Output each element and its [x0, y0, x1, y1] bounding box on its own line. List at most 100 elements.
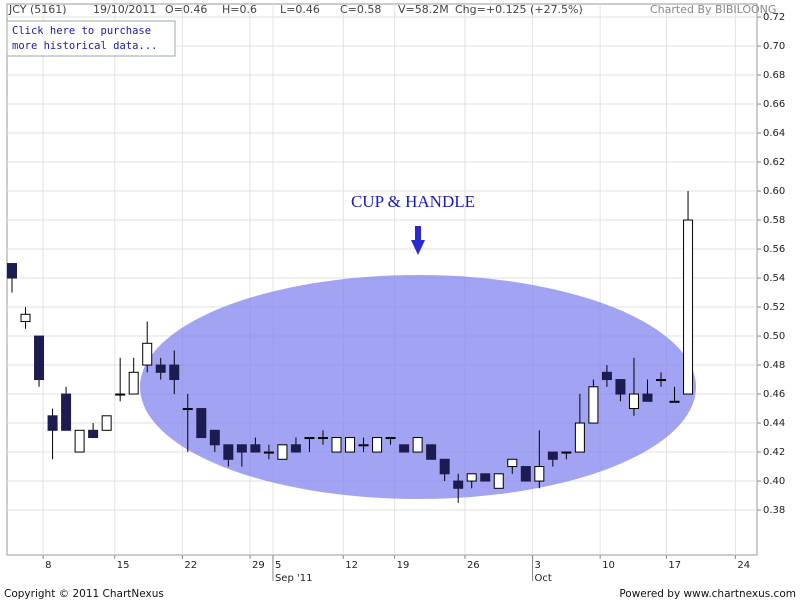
candle-body — [209, 429, 220, 446]
month-label: Oct — [535, 573, 552, 584]
x-tick-label: 19 — [397, 560, 410, 571]
x-tick-label: 3 — [535, 560, 541, 571]
symbol: JCY (5161) — [8, 3, 67, 16]
month-label: Sep '11 — [275, 573, 313, 584]
candle-body — [128, 371, 139, 395]
close: C=0.58 — [340, 3, 381, 16]
candle-body — [466, 473, 477, 482]
candle-body — [561, 451, 572, 454]
candle-body — [615, 379, 626, 395]
candle-body — [20, 313, 31, 323]
x-tick-label: 26 — [467, 560, 480, 571]
volume: V=58.2M — [398, 3, 449, 16]
candle-body — [74, 429, 85, 453]
candle-body — [439, 458, 450, 475]
candle-body — [142, 342, 153, 366]
candle-body — [290, 444, 301, 453]
y-tick-label: 0.60 — [763, 186, 785, 197]
y-tick-label: 0.68 — [763, 70, 785, 81]
x-tick-label: 29 — [252, 560, 265, 571]
candle-body — [196, 408, 207, 439]
y-tick-label: 0.56 — [763, 244, 785, 255]
candle-body — [155, 364, 166, 373]
candle-body — [331, 437, 342, 453]
candle-body — [317, 437, 328, 440]
footer-left: Copyright © 2011 ChartNexus — [4, 588, 164, 600]
x-tick-label: 12 — [345, 560, 358, 571]
candle-body — [547, 451, 558, 460]
candle-body — [588, 386, 599, 424]
annotation: CUP & HANDLE — [351, 192, 475, 211]
candle-body — [493, 473, 504, 489]
candle-body — [520, 466, 531, 482]
y-tick-label: 0.70 — [763, 41, 785, 52]
y-tick-label: 0.66 — [763, 99, 785, 110]
candle-body — [115, 393, 126, 396]
candle-body — [601, 371, 612, 381]
x-tick-label: 10 — [602, 560, 615, 571]
candle-body — [88, 429, 99, 439]
candle-body — [169, 364, 180, 381]
candle-body — [656, 379, 667, 382]
candle-body — [182, 408, 193, 411]
y-tick-label: 0.62 — [763, 157, 785, 168]
candle-body — [534, 466, 545, 482]
y-tick-label: 0.64 — [763, 128, 785, 139]
y-tick-label: 0.46 — [763, 389, 785, 400]
candle-body — [507, 458, 518, 468]
x-tick-label: 24 — [737, 560, 750, 571]
y-tick-label: 0.48 — [763, 360, 785, 371]
candle-body — [304, 437, 315, 440]
candle-body — [7, 263, 18, 279]
y-tick-label: 0.40 — [763, 476, 785, 487]
candles — [7, 191, 694, 503]
candle-body — [61, 393, 72, 431]
link-text[interactable]: Click here to purchase — [12, 25, 151, 37]
y-tick-label: 0.54 — [763, 273, 785, 284]
candle-body — [236, 444, 247, 453]
purchase-link[interactable]: Click here to purchase more historical d… — [6, 20, 176, 57]
arrow — [411, 226, 425, 255]
candle-body — [372, 437, 383, 453]
y-tick-label: 0.52 — [763, 302, 785, 313]
x-tick-label: 15 — [117, 560, 130, 571]
cup-ellipse — [140, 275, 696, 499]
candle-body — [223, 444, 234, 460]
candle-body — [385, 437, 396, 440]
candle-body — [412, 437, 423, 453]
candle-body — [453, 480, 464, 489]
candle-body — [101, 415, 112, 431]
high: H=0.6 — [222, 3, 257, 16]
open: O=0.46 — [165, 3, 207, 16]
credit: Charted By BIBILOONG — [650, 3, 776, 16]
x-tick-label: 17 — [668, 560, 681, 571]
candle-body — [426, 444, 437, 460]
candle-body — [250, 444, 261, 453]
candle-body — [277, 444, 288, 460]
link-text[interactable]: more historical data... — [12, 40, 157, 52]
x-tick-label: 22 — [184, 560, 197, 571]
candle-body — [628, 393, 639, 410]
x-tick-label: 8 — [45, 560, 51, 571]
y-tick-label: 0.72 — [763, 12, 785, 23]
candle-body — [669, 400, 680, 403]
candle-body — [642, 393, 653, 402]
link-box[interactable] — [6, 20, 176, 57]
y-tick-label: 0.42 — [763, 447, 785, 458]
date: 19/10/2011 — [93, 3, 156, 16]
candle-body — [34, 335, 45, 381]
candle-body — [574, 422, 585, 453]
candle-body — [263, 451, 274, 454]
candle-body — [345, 437, 356, 453]
y-tick-label: 0.58 — [763, 215, 785, 226]
candle-body — [47, 415, 58, 431]
y-tick-label: 0.38 — [763, 505, 785, 516]
y-tick-label: 0.44 — [763, 418, 785, 429]
low: L=0.46 — [280, 3, 320, 16]
change: Chg=+0.125 (+27.5%) — [455, 3, 583, 16]
candle-body — [683, 219, 694, 395]
y-tick-label: 0.50 — [763, 331, 785, 342]
candle-body — [358, 444, 369, 447]
candle-body — [480, 473, 491, 482]
